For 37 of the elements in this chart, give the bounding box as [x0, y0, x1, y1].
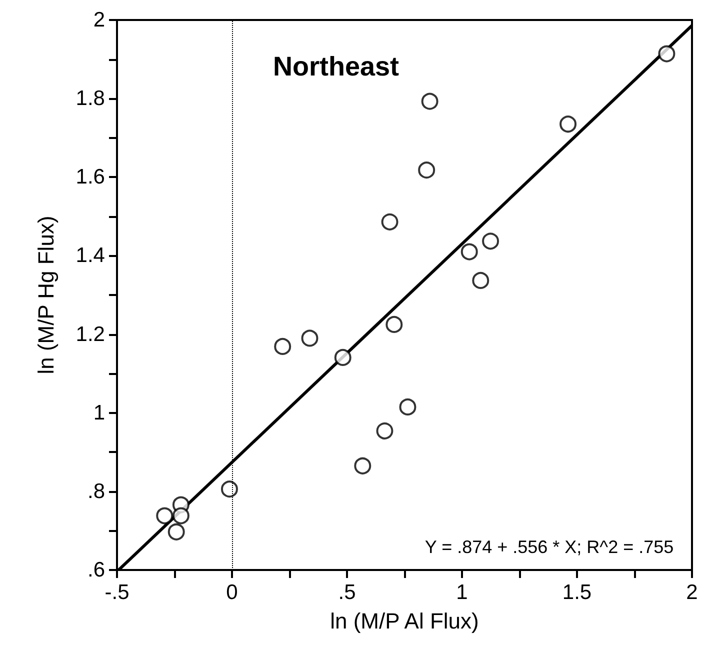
annotation: Y = .874 + .556 * X; R^2 = .755 [424, 537, 674, 557]
point [418, 162, 436, 179]
point [472, 272, 490, 289]
y-tick-label: 1.8 [76, 87, 105, 110]
y-tick-label: .6 [87, 558, 105, 582]
y-tick-label: 1 [93, 401, 105, 424]
y-tick-label: 2 [93, 8, 105, 32]
text: Northeast [273, 52, 400, 82]
x-tick-label: 1 [456, 581, 468, 604]
point [381, 213, 398, 230]
y-tick-label: .8 [87, 480, 105, 503]
point [354, 457, 372, 474]
point [172, 507, 190, 524]
point [168, 523, 185, 540]
point [386, 316, 403, 333]
point [658, 45, 676, 62]
point [220, 480, 238, 498]
point [274, 338, 292, 355]
point [376, 422, 394, 440]
point [301, 330, 318, 347]
x-tick-label: 1.5 [562, 581, 592, 604]
x-tick-label: 2 [686, 581, 698, 604]
point [399, 398, 416, 416]
x-tick-label: .5 [338, 581, 356, 604]
x-tick-label: 0 [226, 581, 238, 604]
point [460, 243, 478, 260]
y-tick-label: 1.4 [76, 244, 106, 268]
y-tick-label: 1.6 [76, 166, 105, 189]
point [560, 116, 577, 133]
point [421, 92, 438, 110]
x-axis-title: ln (M/P Al Flux) [330, 608, 479, 634]
point [156, 507, 174, 524]
point [334, 348, 352, 366]
y-axis-title: ln (M/P Hg Flux) [34, 216, 58, 374]
y-tick-label: 1.2 [76, 322, 105, 346]
point [482, 232, 500, 250]
x-tick-label: -.5 [104, 581, 130, 604]
